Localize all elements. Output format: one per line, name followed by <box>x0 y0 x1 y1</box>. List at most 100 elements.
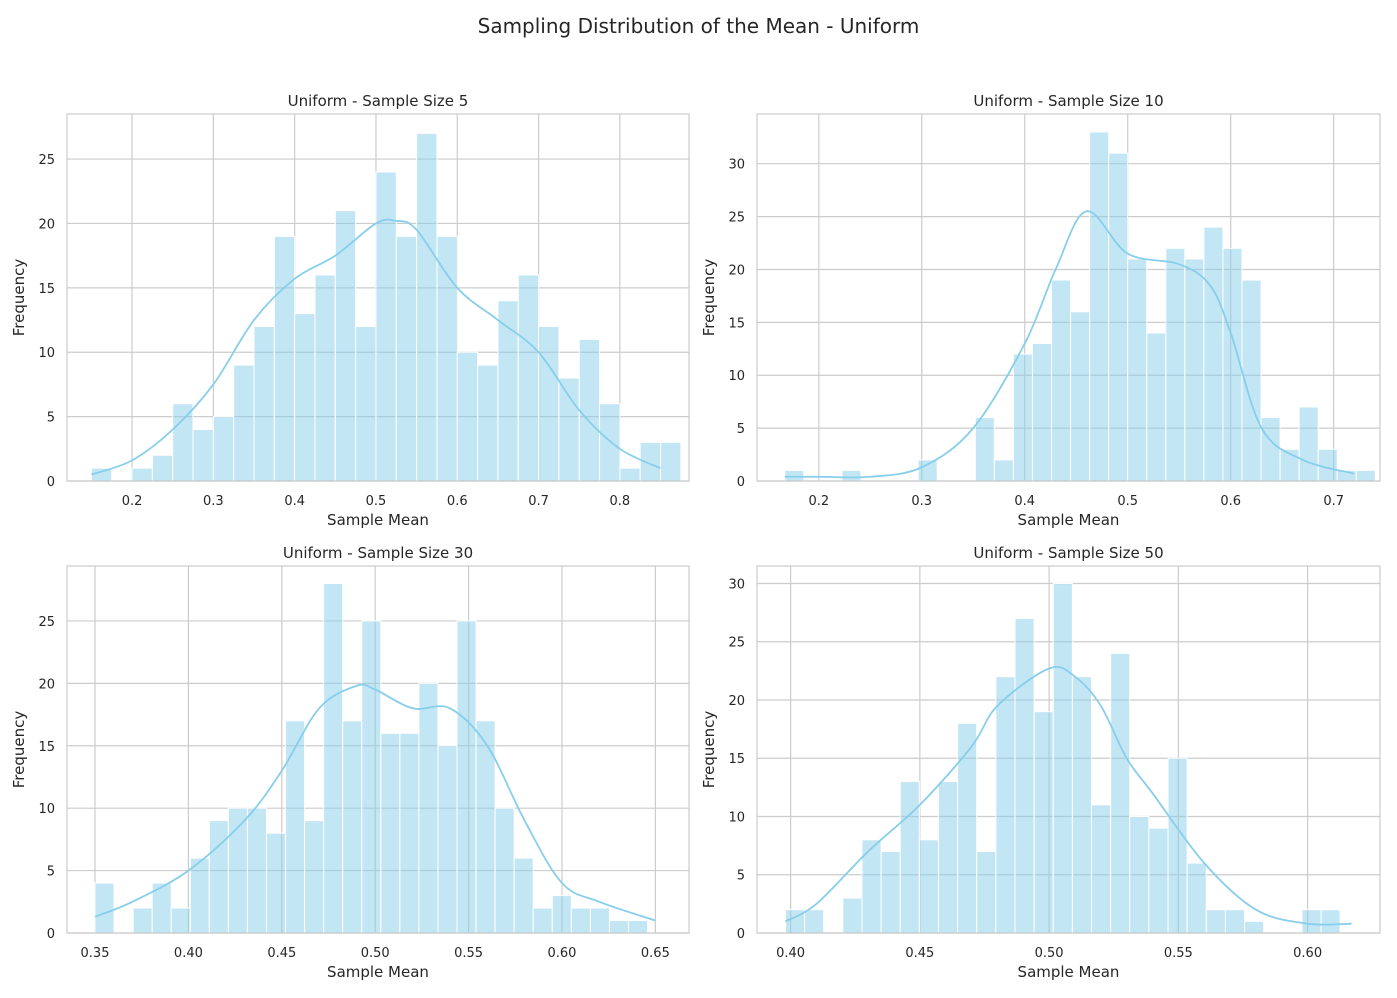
histogram-bar <box>494 807 515 934</box>
histogram-bar <box>172 403 194 482</box>
histogram-bar <box>1127 258 1148 482</box>
x-tick-label: 0.60 <box>548 946 577 961</box>
x-tick-label: 0.2 <box>122 494 143 509</box>
histogram-bar <box>208 820 229 934</box>
histogram-bar <box>1244 920 1265 934</box>
histogram-bar <box>1203 226 1224 482</box>
x-tick-label: 0.4 <box>1014 494 1035 509</box>
histogram-bar <box>1052 582 1073 934</box>
histogram-bar <box>619 467 641 482</box>
histogram-bar <box>265 832 287 934</box>
y-tick-label: 10 <box>38 346 55 361</box>
x-tick-label: 0.45 <box>267 946 296 961</box>
x-tick-label: 0.6 <box>1220 494 1241 509</box>
y-tick-label: 20 <box>38 217 55 232</box>
kde-line <box>784 665 1352 926</box>
y-tick-label: 30 <box>728 577 745 592</box>
x-tick-label: 0.60 <box>1293 946 1322 961</box>
histogram-bar <box>1260 417 1281 482</box>
histogram-bar <box>957 722 978 934</box>
y-tick-label: 25 <box>728 636 745 651</box>
x-tick-label: 0.55 <box>454 946 483 961</box>
y-axis-label: Frequency <box>700 259 718 337</box>
subplot-2: 0.2 0.3 0.4 0.5 0.6 0.7 0 5 10 15 20 25 30 Uniform - … <box>700 92 1381 529</box>
y-tick-label: 0 <box>737 475 745 490</box>
histogram-bar <box>570 907 591 934</box>
x-axis-label: Sample Mean <box>327 511 429 529</box>
histogram-bar <box>212 416 235 482</box>
histogram-bar <box>841 469 862 482</box>
histogram-bar <box>399 732 420 934</box>
histogram-bar <box>1108 152 1129 482</box>
histogram-bar <box>456 351 479 482</box>
histogram-bar <box>608 920 629 934</box>
histogram-bar <box>532 907 553 934</box>
x-tick-label: 0.55 <box>1164 946 1193 961</box>
histogram-bar <box>918 839 939 934</box>
histogram-bar <box>285 720 306 934</box>
x-tick-label: 0.3 <box>203 494 224 509</box>
histogram-bar <box>1146 332 1167 482</box>
histogram-bar <box>880 850 901 934</box>
y-tick-label: 15 <box>38 282 55 297</box>
histogram-bar <box>273 235 296 482</box>
x-axis-label: Sample Mean <box>1018 511 1120 529</box>
y-tick-label: 15 <box>728 316 745 331</box>
histogram-bar <box>456 620 477 934</box>
subplot-1: 0.2 0.3 0.4 0.5 0.6 0.7 0.8 0 5 10 15 20 25 Uniform -… <box>10 92 690 529</box>
histogram-bar <box>375 171 397 482</box>
histogram-bar <box>1222 247 1243 482</box>
x-tick-label: 0.35 <box>81 946 110 961</box>
histogram-bar <box>1089 131 1110 482</box>
histogram-bar <box>1110 652 1131 934</box>
histogram-bar <box>418 682 439 934</box>
histogram-bar <box>538 325 560 482</box>
histogram-bar <box>131 467 153 482</box>
y-tick-label: 20 <box>728 263 745 278</box>
histogram-bar <box>1301 909 1322 934</box>
histogram-bar <box>132 907 153 934</box>
subplot-title: Uniform - Sample Size 5 <box>288 92 469 110</box>
histogram-bar <box>993 459 1014 482</box>
y-axis-label: Frequency <box>10 259 28 337</box>
y-tick-label: 5 <box>737 869 745 884</box>
y-tick-label: 20 <box>728 694 745 709</box>
x-axis-label: Sample Mean <box>327 963 429 981</box>
y-tick-label: 10 <box>728 369 745 384</box>
histogram-bar <box>784 469 805 482</box>
histogram-bar <box>551 895 572 934</box>
histogram-bar <box>937 781 959 934</box>
figure-title: Sampling Distribution of the Mean - Unif… <box>477 14 920 38</box>
histogram-bar <box>578 338 601 482</box>
x-tick-label: 0.3 <box>911 494 932 509</box>
histogram-bar <box>416 132 438 482</box>
histogram-bar <box>361 620 382 934</box>
y-tick-label: 10 <box>38 802 55 817</box>
x-tick-label: 0.40 <box>174 946 203 961</box>
y-tick-label: 25 <box>38 615 55 630</box>
histogram-bar <box>589 907 610 934</box>
histogram-bar <box>917 459 938 482</box>
x-tick-label: 0.50 <box>1035 946 1064 961</box>
histogram-bar <box>1205 909 1226 934</box>
histogram-bar <box>1014 617 1035 934</box>
histogram-bar <box>974 417 995 482</box>
histogram-bar <box>660 441 682 482</box>
x-tick-label: 0.5 <box>1117 494 1138 509</box>
y-tick-label: 20 <box>38 677 55 692</box>
histogram-bar <box>1186 862 1207 934</box>
histogram-bar <box>170 907 191 934</box>
histogram-bar <box>1148 827 1169 934</box>
histogram-bar <box>1033 711 1054 934</box>
x-tick-label: 0.4 <box>284 494 305 509</box>
histogram-bar <box>253 325 275 482</box>
histogram-bar <box>395 235 418 482</box>
subplot-4: 0.40 0.45 0.50 0.55 0.60 0 5 10 15 20 25 30 Uniform … <box>700 544 1381 981</box>
y-tick-label: 30 <box>728 158 745 173</box>
axes-frame <box>66 113 690 482</box>
histogram-bar <box>151 454 174 482</box>
kde-line <box>91 218 661 476</box>
axes-frame <box>756 565 1381 934</box>
x-tick-label: 0.65 <box>641 946 670 961</box>
